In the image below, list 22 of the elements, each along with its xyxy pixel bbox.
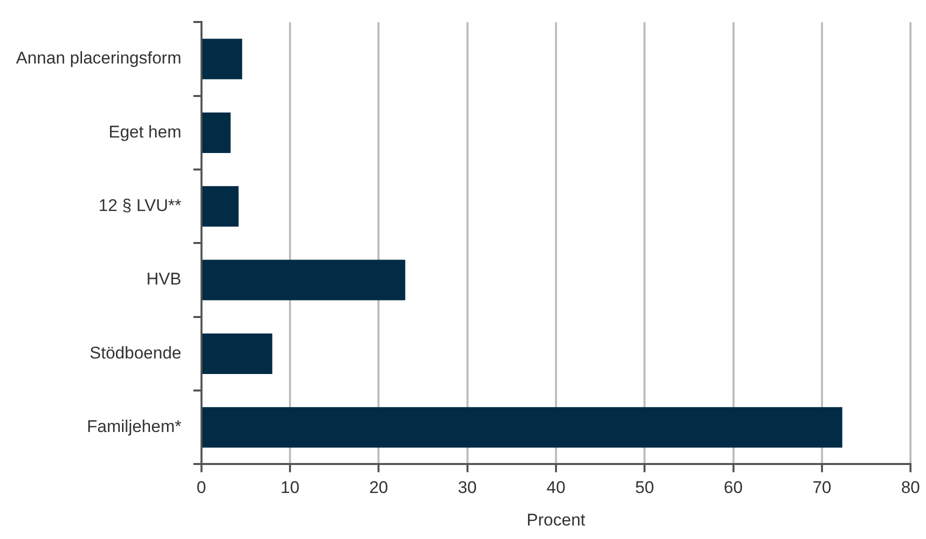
y-tick-label: Annan placeringsform bbox=[16, 48, 182, 68]
x-tick-label: 50 bbox=[635, 478, 654, 498]
y-tick-label: 12 § LVU** bbox=[98, 196, 182, 216]
x-tick-label: 40 bbox=[546, 478, 566, 498]
x-tick-label: 10 bbox=[280, 478, 300, 498]
x-tick-label: 70 bbox=[812, 478, 832, 498]
bar bbox=[202, 38, 242, 80]
y-tick-label: HVB bbox=[146, 270, 182, 289]
y-tick-label: Familjehem* bbox=[86, 417, 182, 436]
bar bbox=[202, 333, 272, 374]
x-tick-label: 60 bbox=[724, 478, 743, 498]
bar bbox=[202, 260, 406, 300]
y-tick-label: Eget hem bbox=[108, 122, 182, 142]
y-tick-label: Stödboende bbox=[90, 343, 182, 362]
x-axis-title: Procent bbox=[526, 510, 586, 530]
x-tick-label: 20 bbox=[369, 478, 388, 498]
bar bbox=[202, 186, 239, 227]
bar bbox=[202, 112, 231, 153]
x-tick-label: 0 bbox=[196, 478, 206, 498]
bar bbox=[202, 407, 842, 448]
x-tick-label: 80 bbox=[901, 478, 920, 498]
x-tick-label: 30 bbox=[458, 478, 477, 498]
